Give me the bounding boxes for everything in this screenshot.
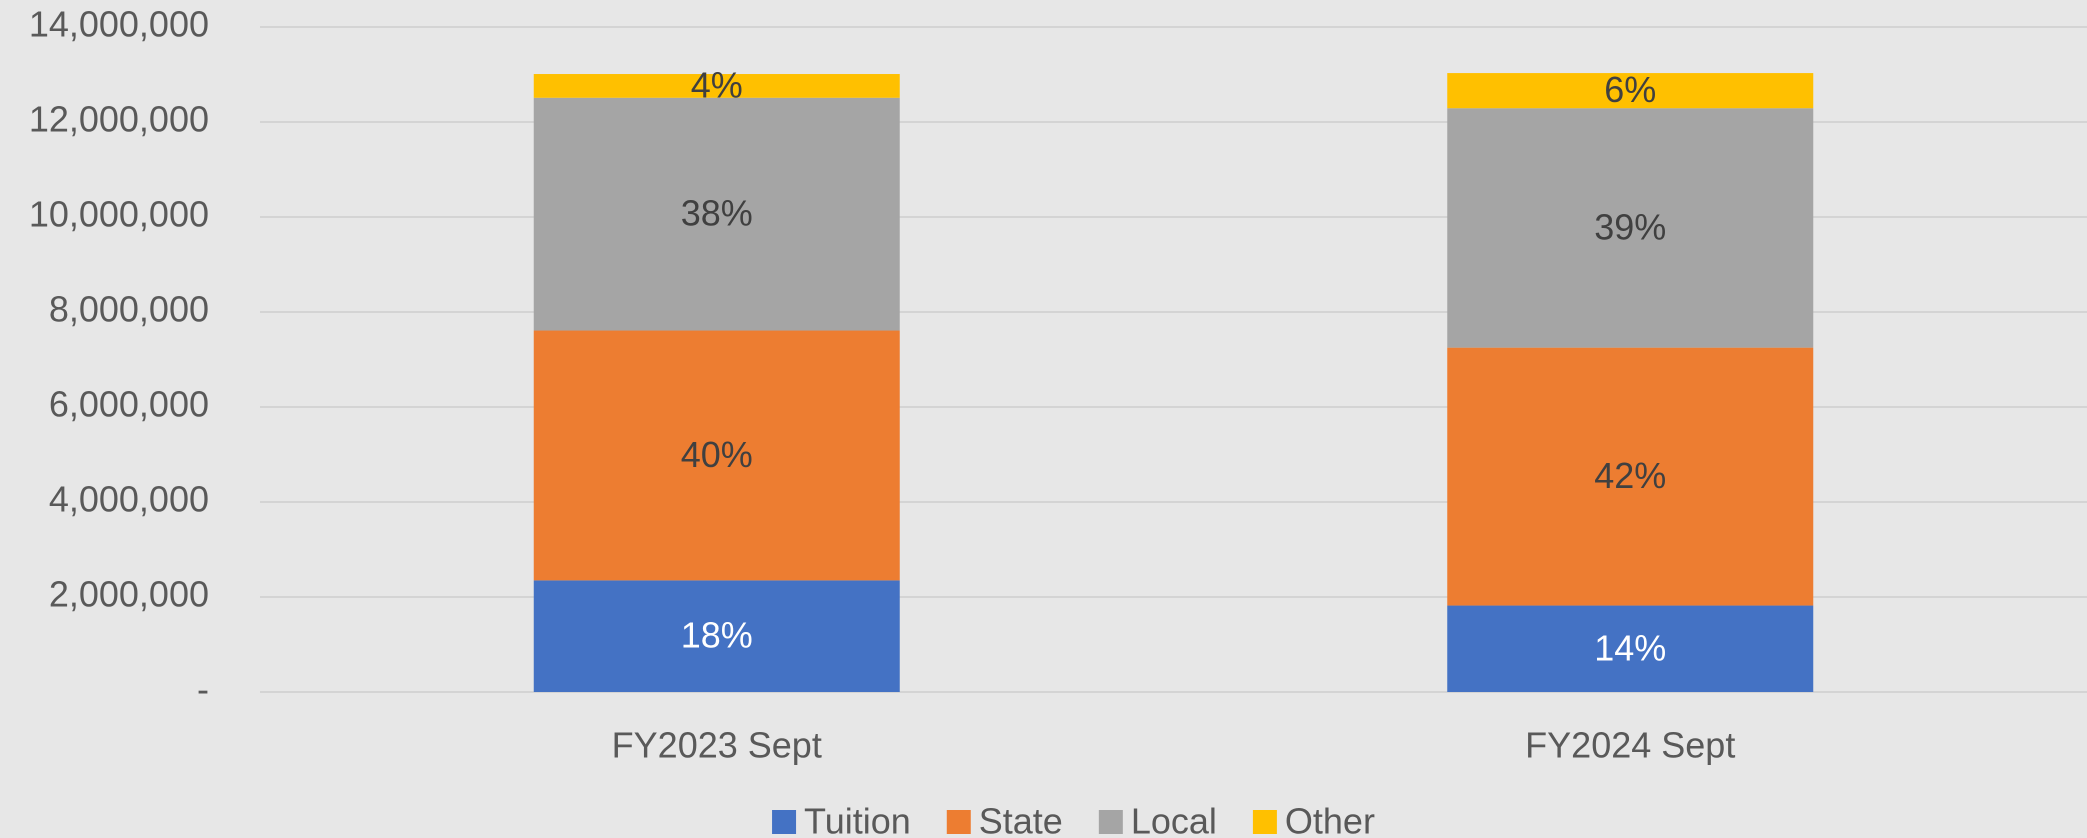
data-label: 18% <box>681 615 753 656</box>
data-label: 4% <box>691 64 743 105</box>
y-tick-label: 2,000,000 <box>49 574 209 615</box>
bar-segment <box>1447 347 1814 606</box>
bar-segment <box>533 580 900 692</box>
data-label: 40% <box>681 434 753 475</box>
bar-segment <box>533 97 900 331</box>
y-tick-label: 10,000,000 <box>29 194 209 235</box>
legend-swatch <box>1252 810 1277 834</box>
legend-swatch <box>1098 810 1123 834</box>
data-label: 42% <box>1594 455 1666 496</box>
legend-swatch <box>772 810 797 834</box>
data-label: 14% <box>1594 627 1666 668</box>
bar-segment <box>533 74 900 98</box>
data-label: 38% <box>681 193 753 234</box>
y-tick-label: - <box>197 669 209 710</box>
legend-swatch <box>946 810 971 834</box>
y-tick-label: 4,000,000 <box>49 479 209 520</box>
x-tick-label: FY2024 Sept <box>1525 725 1735 766</box>
legend-label: State <box>979 801 1063 838</box>
legend-label: Other <box>1285 801 1375 838</box>
data-label: 39% <box>1594 206 1666 247</box>
x-tick-label: FY2023 Sept <box>612 725 822 766</box>
y-tick-label: 14,000,000 <box>29 4 209 45</box>
bar-segment <box>1447 605 1814 692</box>
y-tick-label: 6,000,000 <box>49 384 209 425</box>
bar-segment <box>1447 108 1814 348</box>
legend-label: Tuition <box>804 801 911 838</box>
y-tick-label: 12,000,000 <box>29 99 209 140</box>
legend-label: Local <box>1131 801 1217 838</box>
bar-segment <box>1447 73 1814 109</box>
bar-segment <box>533 330 900 581</box>
y-tick-label: 8,000,000 <box>49 289 209 330</box>
data-label: 6% <box>1604 69 1656 110</box>
